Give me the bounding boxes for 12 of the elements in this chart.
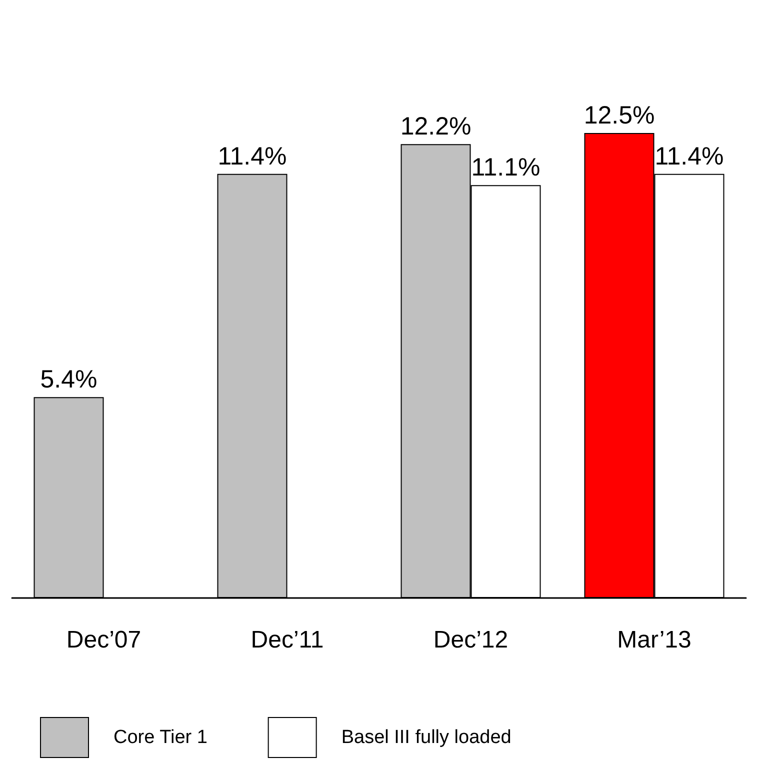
x-tick-label: Mar’13	[617, 626, 692, 654]
data-label: 5.4%	[40, 366, 98, 394]
legend-label: Basel III fully loaded	[341, 727, 512, 748]
x-tick-label: Dec’12	[433, 626, 508, 654]
data-label: 11.4%	[654, 142, 724, 170]
legend-label: Core Tier 1	[114, 727, 208, 748]
data-label: 11.1%	[471, 154, 540, 182]
data-label: 11.4%	[218, 142, 287, 170]
x-tick-label: Dec’11	[250, 626, 324, 654]
data-label: 12.2%	[400, 112, 472, 141]
data-label: 12.5%	[584, 102, 655, 130]
x-tick-label: Dec’07	[66, 626, 142, 654]
